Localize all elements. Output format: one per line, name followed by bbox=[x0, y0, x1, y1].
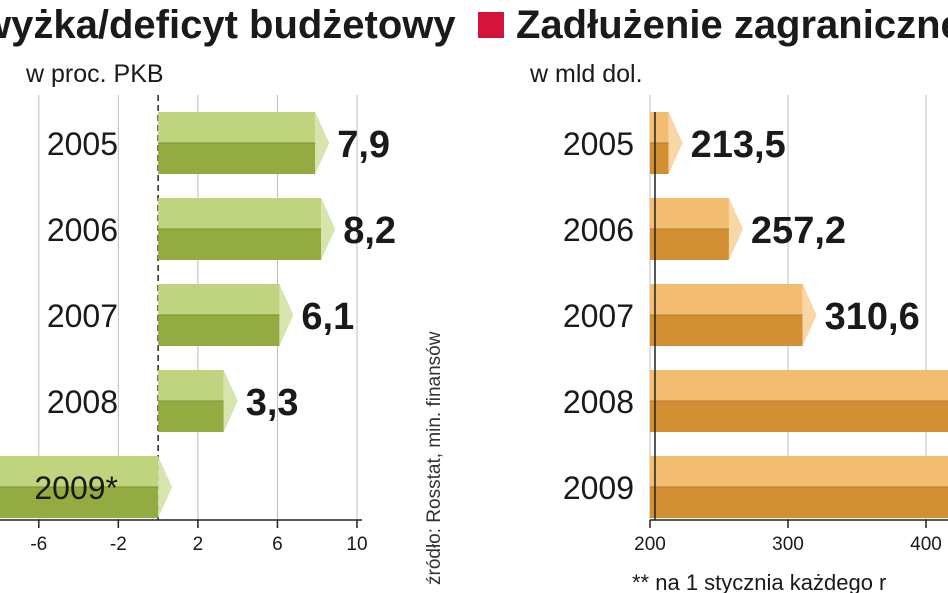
debt-bar-bottom-0 bbox=[650, 143, 669, 174]
budget-bar-chart: -6 -2 2 6 10 2005 7,9 2006 8,2 2007 6,1 2008 3,3 2009… bbox=[0, 95, 396, 555]
budget-bar-cap-2 bbox=[279, 284, 294, 346]
debt-bar-top-4 bbox=[650, 456, 948, 487]
debt-bar-top-2 bbox=[650, 284, 803, 315]
debt-chart-title: Zadłużenie zagraniczne bbox=[516, 3, 948, 47]
debt-tick-label: 400 bbox=[910, 534, 942, 555]
budget-category-label: 2007 bbox=[47, 298, 118, 334]
budget-bar-cap-0 bbox=[315, 112, 330, 174]
debt-category-label: 2005 bbox=[563, 126, 634, 162]
debt-tick-label: 200 bbox=[634, 534, 666, 555]
debt-bar-cap-1 bbox=[728, 198, 743, 260]
debt-category-label: 2007 bbox=[563, 298, 634, 334]
debt-bar-bottom-4 bbox=[650, 487, 948, 518]
budget-bar-top-1 bbox=[158, 198, 322, 229]
budget-tick-label: -6 bbox=[30, 534, 47, 555]
budget-chart-title: wyżka/deficyt budżetowy bbox=[0, 3, 456, 47]
debt-bar-top-1 bbox=[650, 198, 729, 229]
budget-tick-label: -2 bbox=[110, 534, 127, 555]
budget-bar-top-0 bbox=[158, 112, 316, 143]
budget-bar-cap-3 bbox=[223, 370, 238, 432]
debt-bar-bottom-1 bbox=[650, 229, 729, 260]
source-note: źródło: Rosstat, min. finansów bbox=[424, 331, 445, 585]
debt-bar-chart: 200 300 400 2005 213,5 2006 257,2 2007 310,6 2008… bbox=[563, 95, 948, 555]
budget-bar-1 bbox=[158, 198, 336, 260]
debt-bar-2 bbox=[650, 284, 817, 346]
budget-chart-subtitle: w proc. PKB bbox=[25, 60, 164, 88]
debt-category-label: 2009 bbox=[563, 470, 634, 506]
debt-bar-4 bbox=[650, 456, 948, 518]
debt-chart-subtitle: w mld dol. bbox=[529, 60, 643, 88]
debt-legend-square bbox=[478, 12, 504, 38]
budget-bar-top-2 bbox=[158, 284, 280, 315]
debt-category-label: 2008 bbox=[563, 384, 634, 420]
debt-data-label: 257,2 bbox=[751, 210, 846, 252]
debt-data-label: 213,5 bbox=[691, 124, 786, 166]
debt-bar-cap-0 bbox=[668, 112, 683, 174]
budget-data-label: 6,1 bbox=[301, 296, 354, 338]
debt-tick-label: 300 bbox=[772, 534, 804, 555]
debt-bar-1 bbox=[650, 198, 743, 260]
budget-bar-0 bbox=[158, 112, 330, 174]
debt-category-label: 2006 bbox=[563, 212, 634, 248]
budget-tick-label: 2 bbox=[193, 534, 204, 555]
budget-data-label: 7,9 bbox=[337, 124, 390, 166]
debt-bar-top-0 bbox=[650, 112, 669, 143]
budget-category-label: 2009* bbox=[34, 470, 118, 506]
debt-bar-bottom-3 bbox=[650, 401, 948, 432]
budget-bar-bottom-3 bbox=[158, 401, 224, 432]
budget-bar-4 bbox=[0, 456, 173, 518]
debt-bar-bottom-2 bbox=[650, 315, 803, 346]
budget-category-label: 2005 bbox=[47, 126, 118, 162]
budget-data-label: 8,2 bbox=[343, 210, 396, 252]
budget-bar-cap-1 bbox=[321, 198, 336, 260]
debt-bar-3 bbox=[650, 370, 948, 432]
budget-bar-bottom-4 bbox=[0, 487, 159, 518]
budget-bar-top-3 bbox=[158, 370, 224, 401]
debt-bar-cap-2 bbox=[802, 284, 817, 346]
debt-data-label: 310,6 bbox=[825, 296, 920, 338]
budget-bar-bottom-2 bbox=[158, 315, 280, 346]
budget-category-label: 2006 bbox=[47, 212, 118, 248]
budget-category-label: 2008 bbox=[47, 384, 118, 420]
footnote: ** na 1 stycznia każdego r bbox=[632, 570, 886, 593]
budget-data-label: 3,3 bbox=[246, 382, 299, 424]
debt-bar-top-3 bbox=[650, 370, 948, 401]
budget-bar-bottom-0 bbox=[158, 143, 316, 174]
budget-tick-label: 6 bbox=[272, 534, 283, 555]
budget-bar-top-4 bbox=[0, 456, 159, 487]
budget-bar-2 bbox=[158, 284, 294, 346]
budget-bar-bottom-1 bbox=[158, 229, 322, 260]
budget-bar-cap-4 bbox=[158, 456, 173, 518]
budget-tick-label: 10 bbox=[346, 534, 367, 555]
budget-bar-3 bbox=[158, 370, 238, 432]
